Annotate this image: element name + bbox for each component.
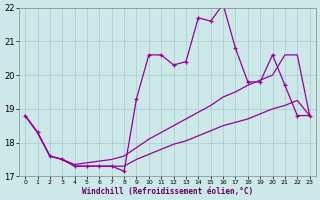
X-axis label: Windchill (Refroidissement éolien,°C): Windchill (Refroidissement éolien,°C) bbox=[82, 187, 253, 196]
